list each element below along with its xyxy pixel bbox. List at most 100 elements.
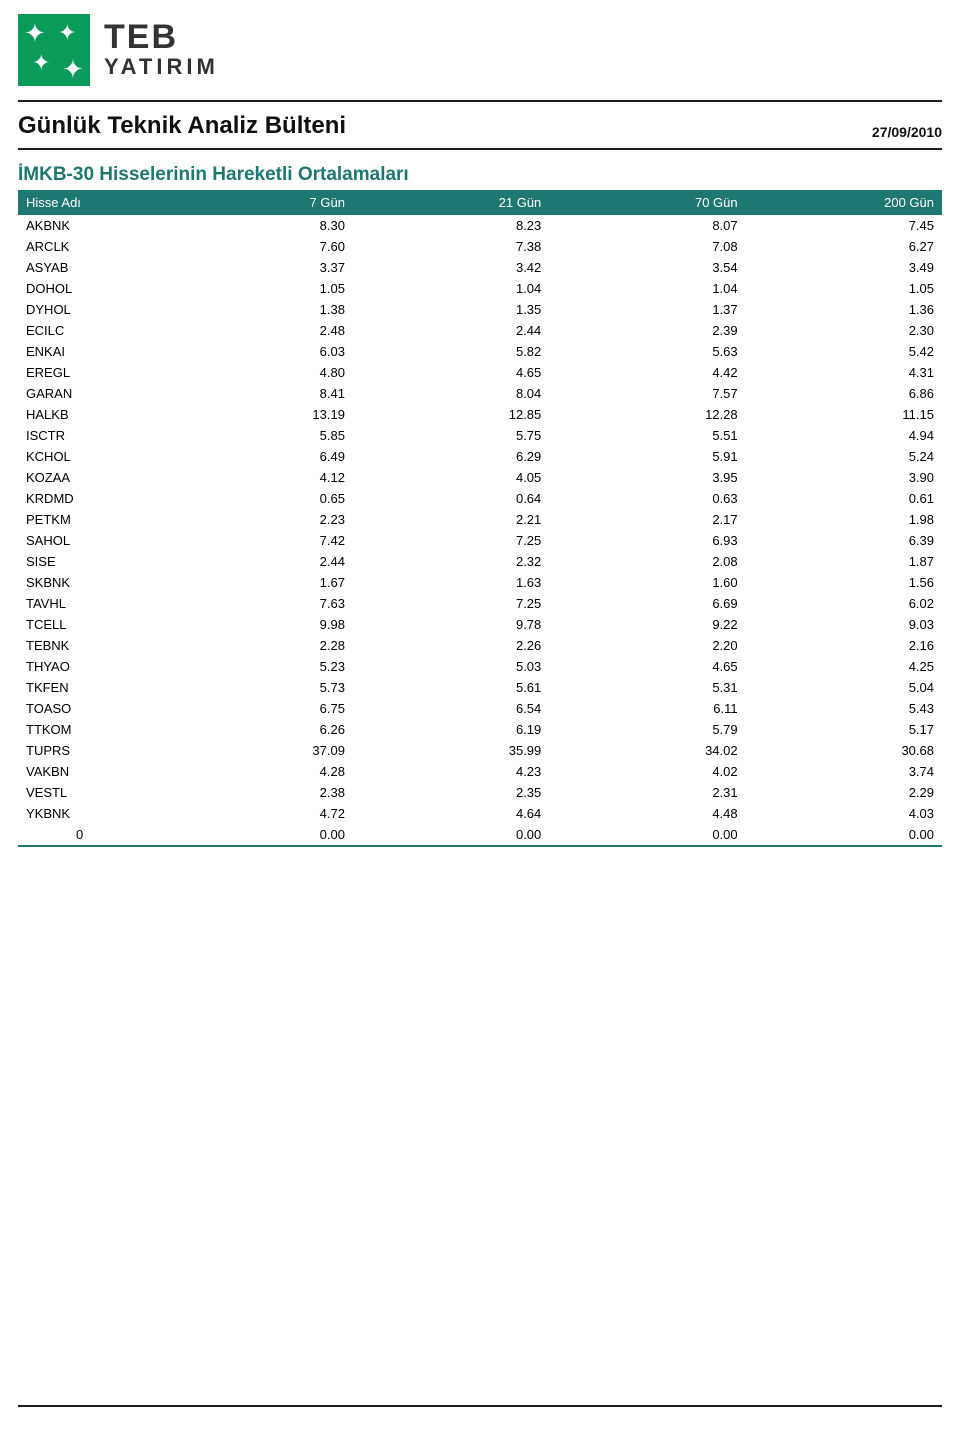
col-21day: 21 Gün <box>353 190 549 215</box>
cell-value: 2.20 <box>549 635 745 656</box>
cell-value: 0.00 <box>746 824 942 846</box>
divider <box>18 148 942 150</box>
cell-symbol: VAKBN <box>18 761 157 782</box>
cell-value: 8.30 <box>157 215 353 236</box>
cell-value: 2.31 <box>549 782 745 803</box>
cell-value: 2.28 <box>157 635 353 656</box>
cell-value: 7.25 <box>353 593 549 614</box>
table-row: KOZAA4.124.053.953.90 <box>18 467 942 488</box>
cell-value: 3.90 <box>746 467 942 488</box>
cell-value: 4.65 <box>549 656 745 677</box>
cell-value: 2.08 <box>549 551 745 572</box>
cell-value: 3.74 <box>746 761 942 782</box>
cell-value: 30.68 <box>746 740 942 761</box>
table-row: ARCLK7.607.387.086.27 <box>18 236 942 257</box>
cell-symbol: TEBNK <box>18 635 157 656</box>
table-row: KCHOL6.496.295.915.24 <box>18 446 942 467</box>
table-row: ASYAB3.373.423.543.49 <box>18 257 942 278</box>
col-7day: 7 Gün <box>157 190 353 215</box>
cell-value: 1.04 <box>549 278 745 299</box>
cell-value: 5.91 <box>549 446 745 467</box>
page-title: Günlük Teknik Analiz Bülteni <box>18 112 346 140</box>
cell-value: 1.56 <box>746 572 942 593</box>
cell-value: 9.03 <box>746 614 942 635</box>
table-row: EREGL4.804.654.424.31 <box>18 362 942 383</box>
cell-symbol: KOZAA <box>18 467 157 488</box>
divider <box>18 100 942 102</box>
star-icon: ✦ <box>24 20 46 46</box>
cell-value: 37.09 <box>157 740 353 761</box>
cell-value: 7.57 <box>549 383 745 404</box>
cell-value: 8.41 <box>157 383 353 404</box>
cell-value: 5.03 <box>353 656 549 677</box>
star-icon: ✦ <box>58 22 76 44</box>
cell-value: 2.32 <box>353 551 549 572</box>
report-date: 27/09/2010 <box>872 124 942 140</box>
cell-value: 4.12 <box>157 467 353 488</box>
table-row: YKBNK4.724.644.484.03 <box>18 803 942 824</box>
cell-value: 11.15 <box>746 404 942 425</box>
table-row: SISE2.442.322.081.87 <box>18 551 942 572</box>
cell-value: 5.82 <box>353 341 549 362</box>
cell-value: 4.05 <box>353 467 549 488</box>
cell-value: 5.43 <box>746 698 942 719</box>
cell-value: 8.07 <box>549 215 745 236</box>
cell-value: 0.00 <box>157 824 353 846</box>
table-row: TTKOM6.266.195.795.17 <box>18 719 942 740</box>
table-row: DOHOL1.051.041.041.05 <box>18 278 942 299</box>
cell-value: 5.24 <box>746 446 942 467</box>
cell-symbol: TOASO <box>18 698 157 719</box>
cell-value: 1.87 <box>746 551 942 572</box>
cell-value: 6.93 <box>549 530 745 551</box>
cell-value: 6.02 <box>746 593 942 614</box>
table-row: PETKM2.232.212.171.98 <box>18 509 942 530</box>
cell-value: 7.25 <box>353 530 549 551</box>
cell-value: 1.60 <box>549 572 745 593</box>
cell-value: 2.48 <box>157 320 353 341</box>
page: ✦ ✦ ✦ ✦ TEB YATIRIM Günlük Teknik Analiz… <box>0 0 960 1429</box>
cell-value: 5.17 <box>746 719 942 740</box>
cell-value: 1.35 <box>353 299 549 320</box>
table-row: HALKB13.1912.8512.2811.15 <box>18 404 942 425</box>
cell-symbol: ENKAI <box>18 341 157 362</box>
cell-symbol: KCHOL <box>18 446 157 467</box>
cell-value: 12.28 <box>549 404 745 425</box>
cell-symbol: DYHOL <box>18 299 157 320</box>
cell-value: 4.48 <box>549 803 745 824</box>
table-row: AKBNK8.308.238.077.45 <box>18 215 942 236</box>
cell-value: 6.27 <box>746 236 942 257</box>
cell-value: 6.49 <box>157 446 353 467</box>
cell-value: 7.42 <box>157 530 353 551</box>
cell-value: 4.28 <box>157 761 353 782</box>
cell-value: 2.44 <box>157 551 353 572</box>
cell-symbol: TCELL <box>18 614 157 635</box>
table-row: KRDMD0.650.640.630.61 <box>18 488 942 509</box>
footer-divider <box>18 1405 942 1407</box>
cell-value: 4.72 <box>157 803 353 824</box>
cell-value: 2.44 <box>353 320 549 341</box>
star-icon: ✦ <box>62 56 84 82</box>
cell-value: 6.11 <box>549 698 745 719</box>
cell-value: 6.03 <box>157 341 353 362</box>
cell-value: 2.29 <box>746 782 942 803</box>
cell-value: 5.04 <box>746 677 942 698</box>
cell-value: 5.51 <box>549 425 745 446</box>
table-row: TOASO6.756.546.115.43 <box>18 698 942 719</box>
cell-value: 5.85 <box>157 425 353 446</box>
cell-value: 1.04 <box>353 278 549 299</box>
cell-value: 2.26 <box>353 635 549 656</box>
table-body: AKBNK8.308.238.077.45ARCLK7.607.387.086.… <box>18 215 942 846</box>
cell-symbol: SISE <box>18 551 157 572</box>
cell-value: 5.75 <box>353 425 549 446</box>
table-row: TKFEN5.735.615.315.04 <box>18 677 942 698</box>
cell-value: 0.00 <box>353 824 549 846</box>
table-row: TAVHL7.637.256.696.02 <box>18 593 942 614</box>
cell-value: 2.17 <box>549 509 745 530</box>
cell-value: 1.05 <box>746 278 942 299</box>
cell-symbol: YKBNK <box>18 803 157 824</box>
table-row: SAHOL7.427.256.936.39 <box>18 530 942 551</box>
cell-symbol: ARCLK <box>18 236 157 257</box>
cell-value: 35.99 <box>353 740 549 761</box>
table-row: TUPRS37.0935.9934.0230.68 <box>18 740 942 761</box>
cell-symbol: SAHOL <box>18 530 157 551</box>
